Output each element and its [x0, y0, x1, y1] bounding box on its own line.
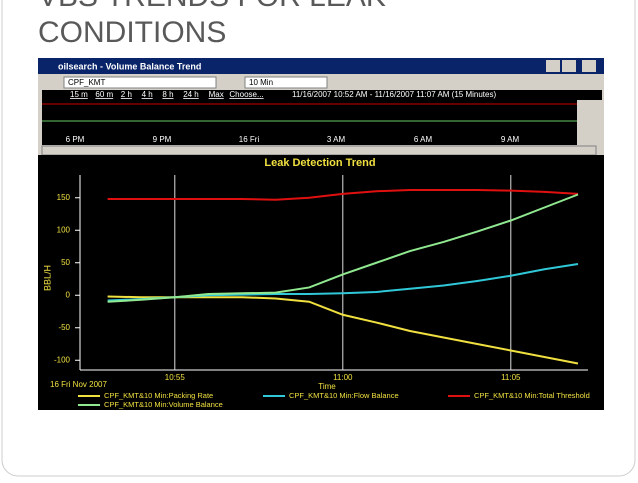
- range-link[interactable]: 2 h: [121, 90, 132, 99]
- range-link[interactable]: 60 m: [95, 90, 113, 99]
- series-line: [107, 188, 579, 201]
- legend-label: CPF_KMT&10 Min:Packing Rate: [104, 391, 213, 400]
- y-axis-label: BBL/H: [42, 265, 52, 291]
- scrollbar[interactable]: [41, 145, 597, 156]
- range-link[interactable]: Choose...: [229, 90, 263, 99]
- overview-label: 9 PM: [153, 135, 172, 144]
- window-title: oilsearch - Volume Balance Trend: [58, 61, 201, 71]
- range-link[interactable]: 8 h: [162, 90, 173, 99]
- y-tick-label: -100: [54, 355, 71, 364]
- chart-title: Leak Detection Trend: [264, 157, 375, 169]
- x-axis-label: Time: [318, 382, 336, 391]
- x-tick-label: 11:00: [333, 373, 353, 382]
- minimize-button[interactable]: [546, 60, 560, 72]
- y-tick-label: 150: [57, 193, 71, 202]
- range-link[interactable]: Max: [209, 90, 224, 99]
- legend-label: CPF_KMT&10 Min:Flow Balance: [289, 391, 399, 400]
- range-link[interactable]: 4 h: [142, 90, 153, 99]
- series-line: [107, 193, 579, 303]
- range-bar: [42, 90, 602, 100]
- overview-label: 9 AM: [501, 135, 520, 144]
- x-tick-label: 10:55: [165, 373, 186, 382]
- site-dropdown[interactable]: [63, 76, 217, 89]
- x-tick-label: 11:05: [501, 373, 521, 382]
- period: 11/16/2007 10:52 AM - 11/16/2007 11:07 A…: [292, 90, 496, 99]
- overview-label: 16 Fri: [239, 135, 260, 144]
- y-tick-label: 100: [57, 225, 71, 234]
- legend-label: CPF_KMT&10 Min:Volume Balance: [104, 400, 223, 409]
- site-value: CPF_KMT: [68, 78, 105, 87]
- overview-label: 6 PM: [66, 135, 85, 144]
- interval-dropdown[interactable]: [244, 76, 328, 89]
- y-tick-label: -50: [58, 323, 70, 332]
- maximize-button[interactable]: [562, 60, 576, 72]
- slide-title: CONDITIONS: [38, 16, 226, 49]
- interval-value: 10 Min: [249, 78, 273, 87]
- close-button[interactable]: [582, 60, 596, 72]
- slide-title: VBS TRENDS FOR LEAK: [38, 0, 386, 13]
- title-bar: [38, 58, 604, 74]
- y-tick-label: 0: [66, 290, 71, 299]
- range-link[interactable]: 15 m: [70, 90, 88, 99]
- overview-label: 3 AM: [327, 135, 346, 144]
- overview-label: 6 AM: [414, 135, 433, 144]
- overview: [42, 100, 577, 145]
- y-tick-label: 50: [61, 258, 70, 267]
- legend-label: CPF_KMT&10 Min:Total Threshold: [474, 391, 590, 400]
- range-link[interactable]: 24 h: [183, 90, 199, 99]
- date-label: 16 Fri Nov 2007: [50, 380, 107, 389]
